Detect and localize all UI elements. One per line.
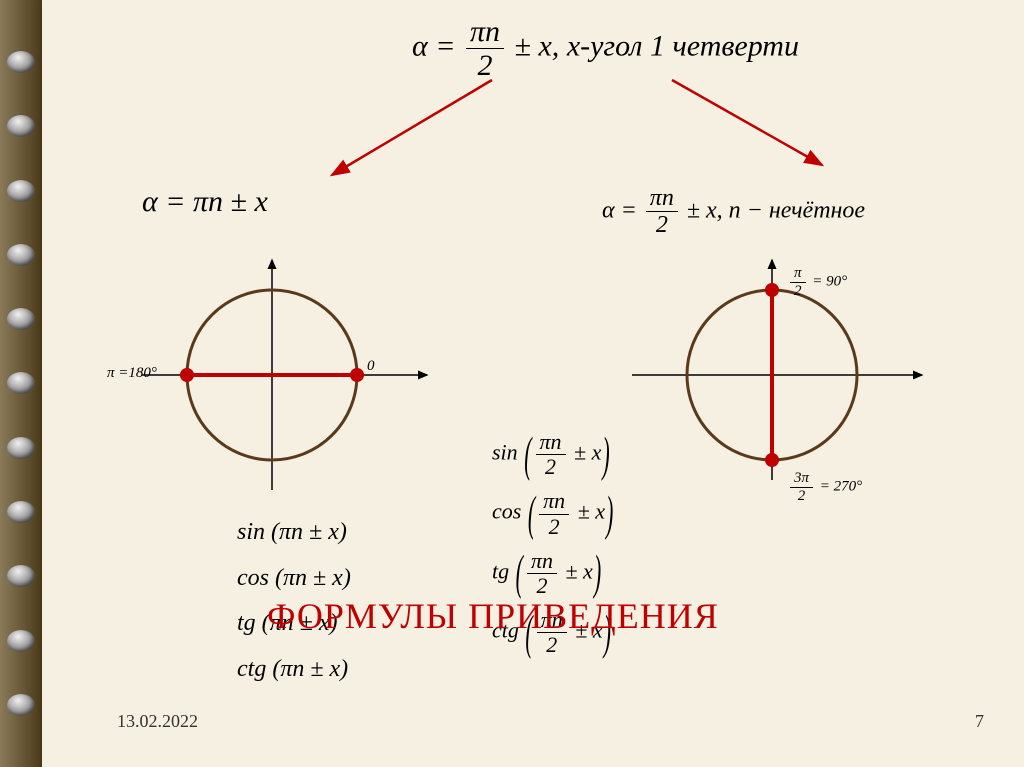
footer-page-number: 7 (975, 711, 984, 732)
binder-ring (7, 372, 35, 394)
right-circle-label-270: 3π2 = 270° (787, 470, 862, 504)
binder-ring (7, 180, 35, 202)
list-item: tg (πn2 ± x) (492, 549, 614, 598)
slide-title: ФОРМУЛЫ ПРИВЕДЕНИЯ (267, 595, 719, 637)
binder-ring (7, 115, 35, 137)
page-background: α = πn2 ± x, x-угол 1 четверти α = πn ± … (42, 0, 1024, 767)
binder-ring (7, 501, 35, 523)
binder-ring (7, 244, 35, 266)
binder-ring (7, 565, 35, 587)
spiral-binder (0, 0, 42, 767)
right-circle-label-90: π2 = 90° (787, 265, 847, 299)
list-item: cos (πn2 ± x) (492, 489, 614, 538)
list-item: sin (πn2 ± x) (492, 430, 614, 479)
binder-ring (7, 308, 35, 330)
binder-ring (7, 630, 35, 652)
list-item: ctg (πn ± x) (237, 647, 351, 693)
binder-ring (7, 437, 35, 459)
list-item: sin (πn ± x) (237, 510, 351, 556)
binder-ring (7, 694, 35, 716)
binder-ring (7, 51, 35, 73)
footer-date: 13.02.2022 (117, 711, 198, 732)
